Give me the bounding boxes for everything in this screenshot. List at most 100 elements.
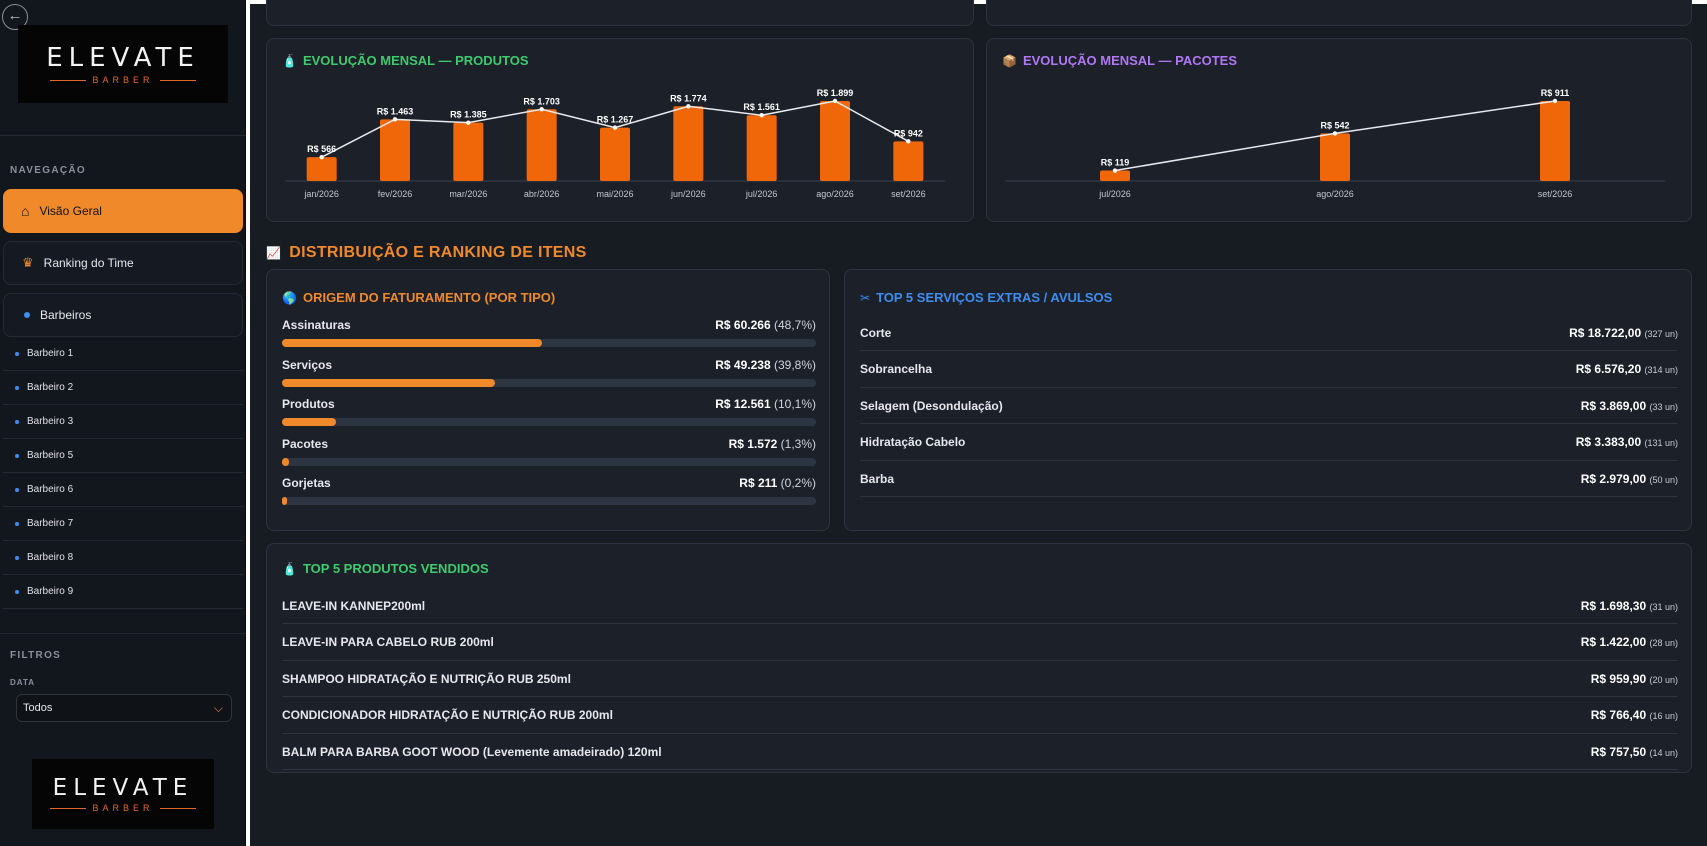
nav-item-overview[interactable]: ⌂ Visão Geral: [3, 189, 243, 233]
origin-amount: R$ 49.238: [715, 357, 774, 372]
chart-point: [392, 117, 398, 122]
progress-fill: [282, 418, 336, 426]
nav-item-barbers[interactable]: Barbeiros: [3, 293, 243, 337]
bullet-icon: [15, 385, 19, 390]
origin-title: ORIGEM DO FATURAMENTO (POR TIPO): [302, 290, 556, 305]
origin-percent: (1,3%): [780, 436, 816, 451]
logo-sub: BARBER: [92, 803, 154, 813]
nav-item-barbers-label: Barbeiros: [40, 308, 92, 322]
bullet-icon: [15, 453, 19, 458]
progress-track: [282, 457, 816, 466]
nav-item-ranking-label: Ranking do Time: [43, 256, 134, 270]
data-label: R$ 1.385: [450, 110, 487, 120]
chart-bar: [1100, 170, 1130, 181]
section-title-row: 📈 DISTRIBUIÇÃO E RANKING DE ITENS: [266, 244, 587, 262]
nav-item-ranking[interactable]: ♛ Ranking do Time: [3, 241, 243, 285]
origin-percent: (48,7%): [773, 318, 816, 332]
sidebar-item-label: Barbeiro 2: [27, 382, 74, 393]
sidebar-item-barber[interactable]: Barbeiro 2: [3, 371, 243, 405]
progress-track: [282, 339, 816, 347]
data-label: R$ 566: [307, 144, 336, 154]
sidebar-item-barber[interactable]: Barbeiro 1: [3, 337, 243, 371]
sidebar: ← ELEVATE BARBER NAVEGAÇÃO ⌂ Visão Geral…: [0, 0, 246, 846]
sidebar-item-barber[interactable]: Barbeiro 8: [3, 541, 243, 575]
divider: [0, 135, 246, 136]
progress-track: [282, 497, 816, 505]
chart-bar: [820, 101, 850, 181]
list-item: SHAMPOO HIDRATAÇÃO E NUTRIÇÃO RUB 250ml R…: [282, 661, 1678, 697]
item-name: LEAVE-IN KANNEP200ml: [282, 598, 426, 613]
origin-value: R$ 12.561 (10,1%): [715, 397, 816, 411]
data-label: R$ 542: [1320, 120, 1349, 130]
item-name: BALM PARA BARBA GOOT WOOD (Levemente ama…: [282, 744, 662, 759]
item-name: Sobrancelha: [860, 362, 933, 376]
item-amount: R$ 3.869,00: [1580, 398, 1650, 413]
item-amount: R$ 766,40: [1590, 708, 1650, 722]
data-label: R$ 1.703: [523, 96, 560, 106]
sidebar-item-barber[interactable]: Barbeiro 3: [3, 405, 243, 439]
item-amount-group: R$ 18.722,00 (327 un): [1569, 326, 1678, 340]
chart-point: [1112, 168, 1118, 173]
item-amount: R$ 959,90: [1590, 671, 1650, 686]
list-item: Corte R$ 18.722,00 (327 un): [860, 315, 1678, 351]
origin-label: Produtos: [282, 397, 335, 411]
origin-label: Assinaturas: [282, 318, 351, 332]
item-name: SHAMPOO HIDRATAÇÃO E NUTRIÇÃO RUB 250ml: [282, 671, 571, 686]
x-tick-label: jan/2026: [303, 189, 339, 199]
filters-heading: FILTROS: [10, 650, 62, 661]
item-units: (327 un): [1644, 328, 1678, 339]
packages-chart-card: 📦 EVOLUÇÃO MENSAL — PACOTES R$ 119 jul/20…: [986, 38, 1692, 222]
sidebar-item-barber[interactable]: Barbeiro 7: [3, 507, 243, 541]
nav-item-overview-label: Visão Geral: [39, 204, 102, 218]
back-arrow-icon[interactable]: ←: [2, 4, 28, 30]
bottle-icon: 🧴: [282, 561, 297, 576]
item-amount-group: R$ 3.869,00 (33 un): [1581, 399, 1678, 413]
products-chart-title-row: 🧴 EVOLUÇÃO MENSAL — PRODUTOS: [282, 53, 529, 68]
item-units: (33 un): [1649, 401, 1678, 412]
sidebar-item-barber[interactable]: Barbeiro 6: [3, 473, 243, 507]
top-products-card: 🧴 TOP 5 PRODUTOS VENDIDOS LEAVE-IN KANNE…: [266, 543, 1692, 773]
chart-point: [319, 154, 324, 160]
item-units: (131 un): [1644, 438, 1678, 448]
sidebar-item-label: Barbeiro 9: [27, 586, 74, 597]
chart-bar: [600, 127, 630, 181]
origin-percent: (0,2%): [780, 476, 816, 490]
list-item: Selagem (Desondulação) R$ 3.869,00 (33 un…: [860, 388, 1678, 424]
item-name: CONDICIONADOR HIDRATAÇÃO E NUTRIÇÃO RUB …: [282, 708, 613, 722]
card-partial: [986, 0, 1692, 26]
list-item: CONDICIONADOR HIDRATAÇÃO E NUTRIÇÃO RUB …: [282, 698, 1678, 734]
bullet-icon: [15, 351, 19, 356]
chart-bar: [526, 109, 557, 181]
data-label: R$ 119: [1101, 158, 1130, 168]
item-amount-group: R$ 2.979,00 (50 un): [1581, 472, 1678, 486]
date-filter-select[interactable]: Todos ⌵: [16, 694, 232, 722]
sidebar-item-barber[interactable]: Barbeiro 5: [3, 439, 243, 473]
sidebar-item-label: Barbeiro 5: [27, 450, 74, 461]
item-amount: R$ 1.698,30: [1580, 598, 1650, 613]
item-amount: R$ 1.422,00: [1580, 635, 1650, 649]
data-label: R$ 1.899: [817, 88, 854, 98]
data-label: R$ 911: [1541, 88, 1570, 98]
origin-percent: (39,8%): [773, 357, 816, 372]
item-units: (314 un): [1644, 365, 1678, 375]
x-tick-label: jul/2026: [745, 189, 778, 199]
item-amount-group: R$ 1.422,00 (28 un): [1581, 635, 1678, 649]
data-label: R$ 1.463: [377, 106, 414, 116]
origin-amount: R$ 1.572: [728, 436, 781, 451]
chart-bar: [893, 141, 924, 181]
item-amount: R$ 3.383,00: [1575, 435, 1645, 449]
item-name: Hidratação Cabelo: [860, 435, 966, 449]
list-item: BALM PARA BARBA GOOT WOOD (Levemente ama…: [282, 734, 1678, 770]
item-amount: R$ 6.576,20: [1575, 362, 1645, 376]
sidebar-item-barber[interactable]: Barbeiro 9: [3, 575, 243, 609]
item-amount-group: R$ 6.576,20 (314 un): [1576, 362, 1678, 376]
sidebar-item-label: Barbeiro 7: [27, 518, 74, 529]
top-products-title: TOP 5 PRODUTOS VENDIDOS: [302, 561, 489, 576]
section-title: DISTRIBUIÇÃO E RANKING DE ITENS: [289, 244, 587, 261]
chart-point: [539, 107, 544, 112]
origin-value: R$ 1.572 (1,3%): [729, 437, 816, 451]
products-chart: R$ 566 jan/2026 R$ 1.463 fev/2026 R$ 1.385 ma…: [285, 88, 945, 199]
origin-label: Gorjetas: [282, 476, 331, 490]
item-amount: R$ 18.722,00: [1569, 325, 1645, 340]
chart-icon: 📈: [266, 246, 282, 260]
